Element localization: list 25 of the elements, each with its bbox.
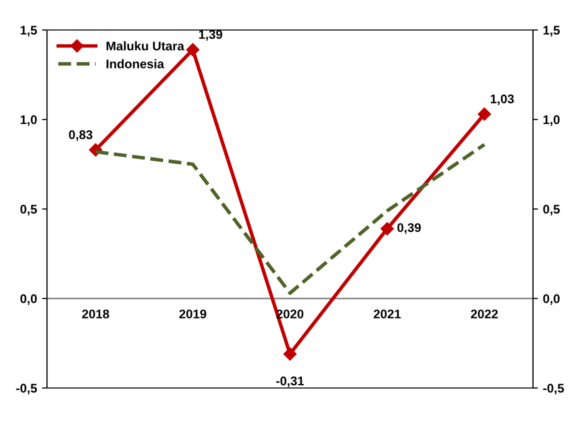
x-tick-label: 2021 <box>374 310 401 318</box>
y-tick-label: 1,5 <box>20 26 37 36</box>
x-tick-label: 2019 <box>179 310 206 318</box>
y2-tick-label: -0,5 <box>543 384 564 394</box>
y-tick-label: 1,0 <box>20 115 37 126</box>
data-label: -0,31 <box>276 376 304 388</box>
y-tick-label: 0,5 <box>20 204 37 216</box>
data-label: 0,39 <box>397 223 421 234</box>
legend-label: Maluku Utara <box>106 41 184 50</box>
point <box>380 222 394 236</box>
point <box>283 347 297 361</box>
point <box>478 108 491 121</box>
y2-tick-label: 1,5 <box>544 26 560 36</box>
point <box>186 43 200 56</box>
x-tick-label: 2022 <box>470 310 498 318</box>
data-label: 1,03 <box>490 94 514 106</box>
data-label: 1,39 <box>199 30 222 41</box>
x-tick-label: 2018 <box>82 310 110 318</box>
y2-tick-label: 1,0 <box>544 115 560 126</box>
y2-tick-label: 0,0 <box>543 294 560 305</box>
y2-tick-label: 0,5 <box>543 204 560 216</box>
legend-label: Indonesia <box>106 59 164 68</box>
y-tick-label: 0,0 <box>20 294 37 305</box>
data-label: 0,83 <box>68 130 92 141</box>
y-tick-label: -0,5 <box>16 384 37 394</box>
